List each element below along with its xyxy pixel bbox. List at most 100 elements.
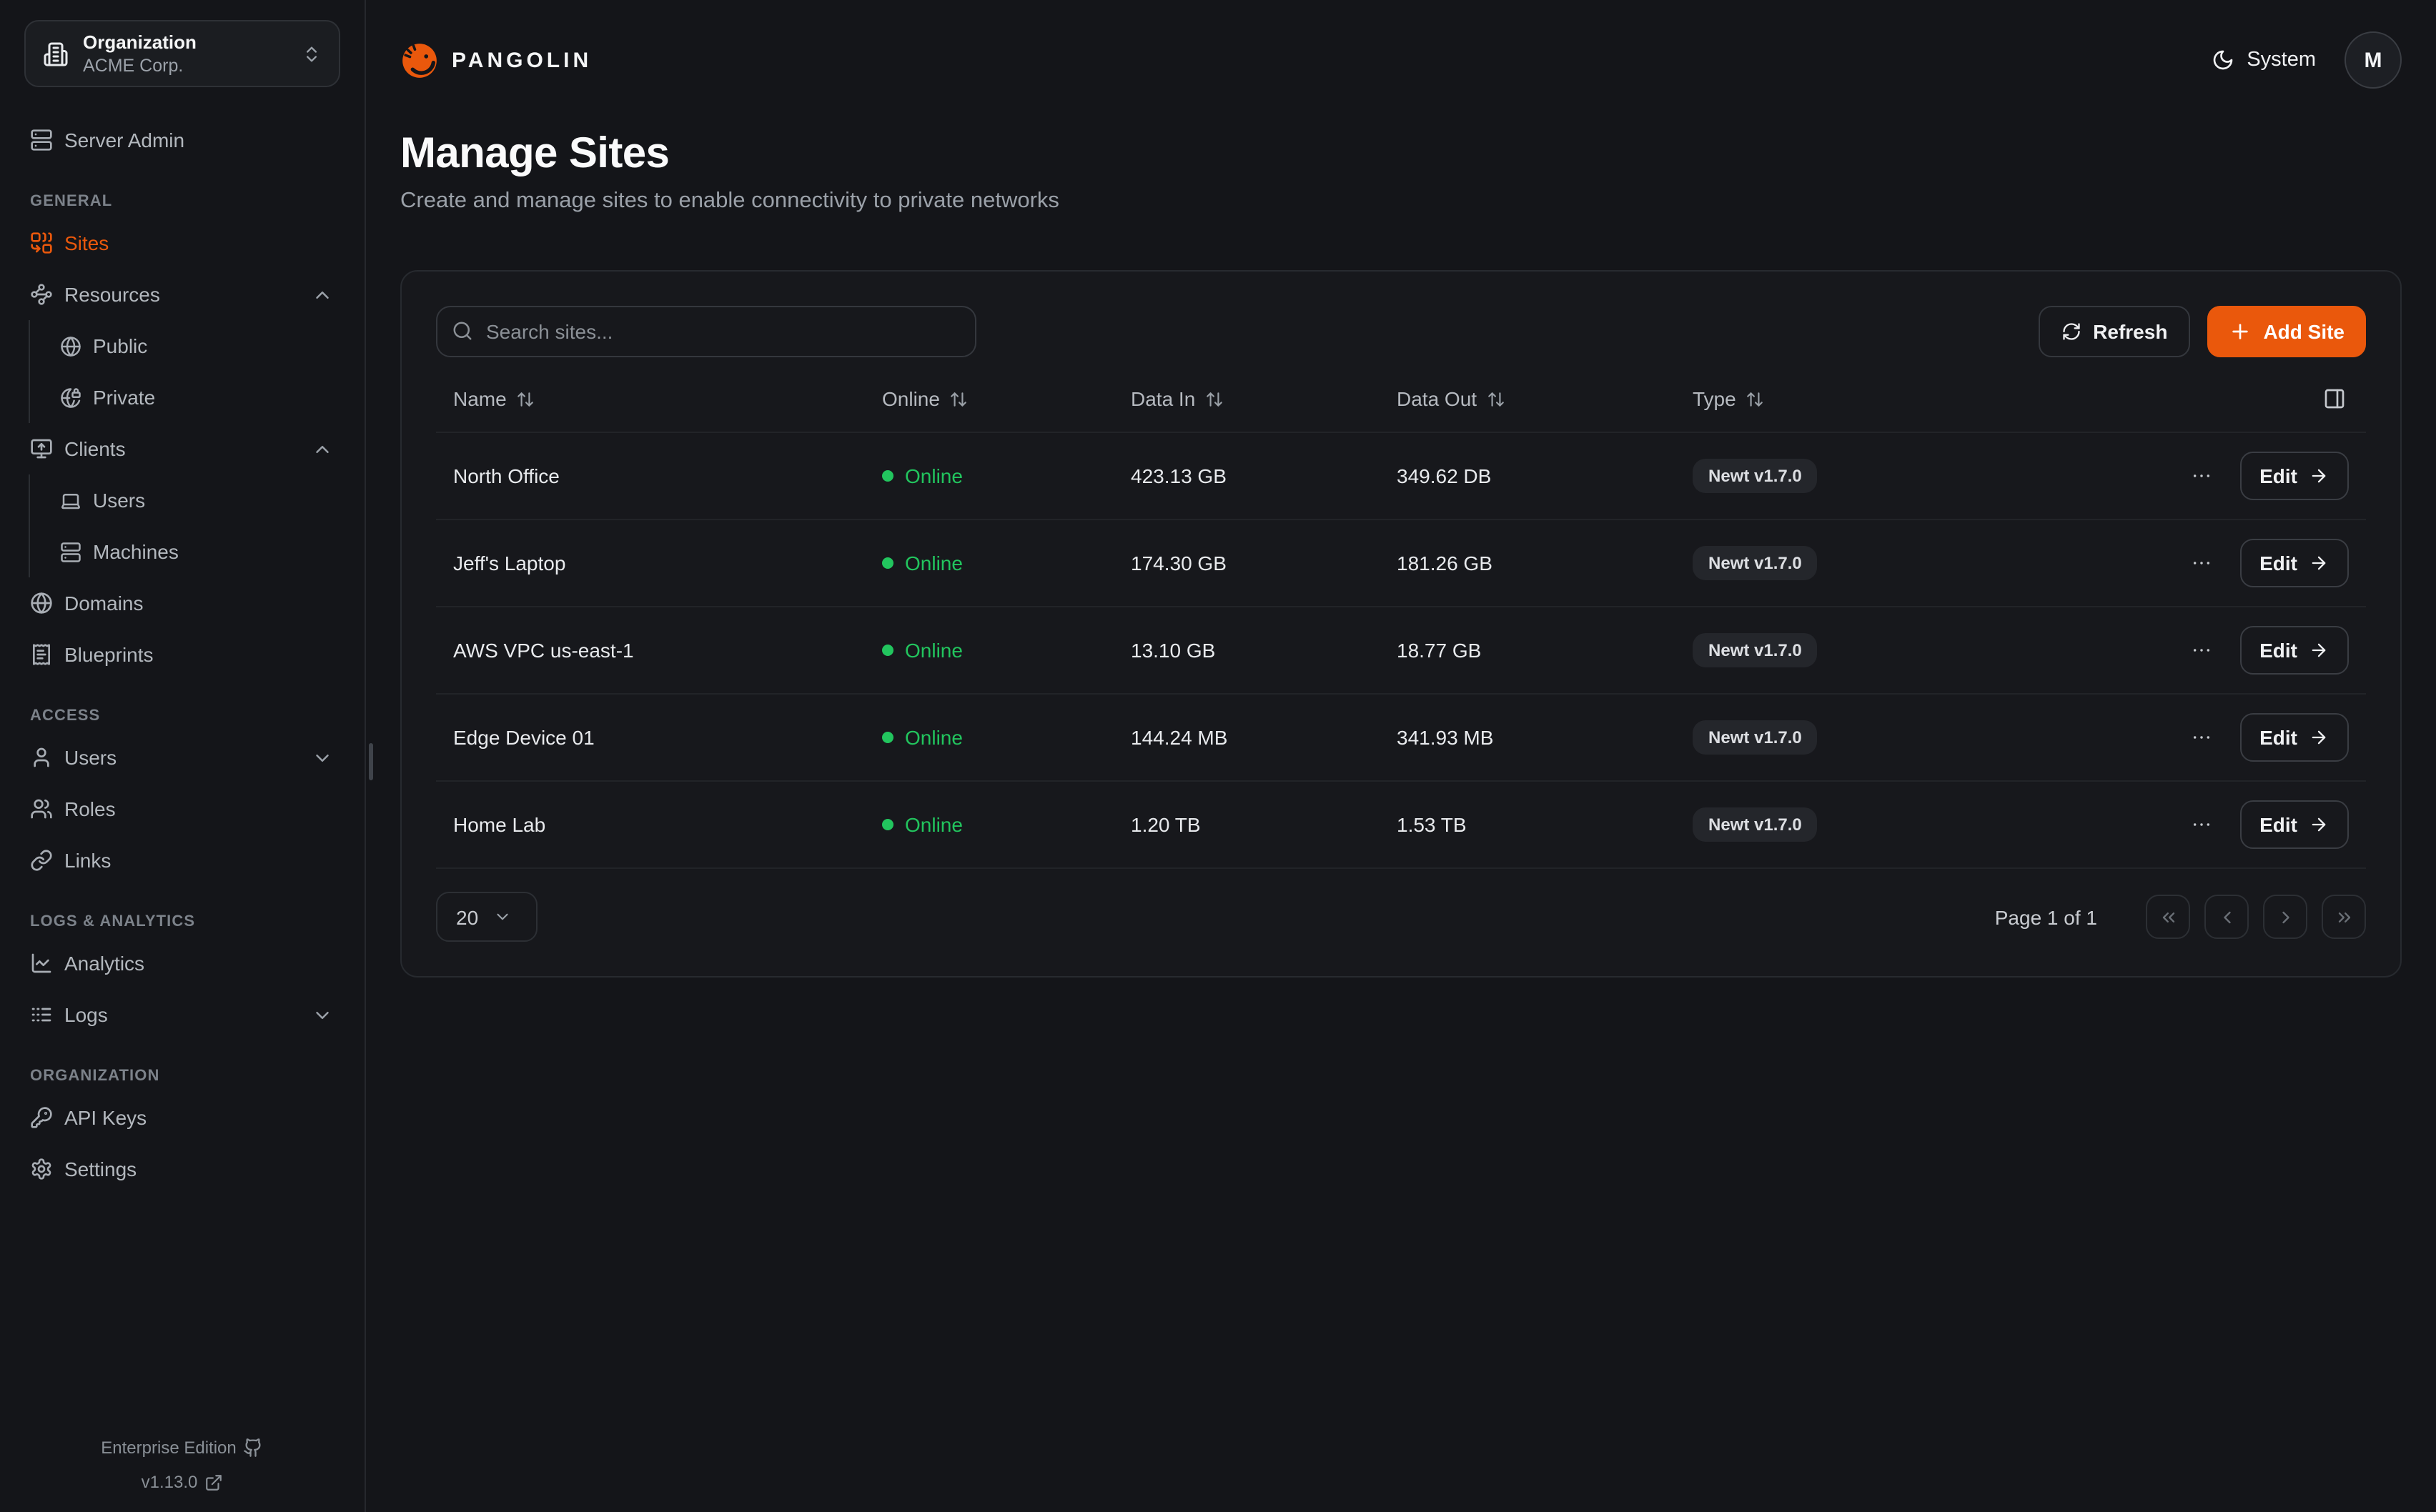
row-menu-button[interactable] (2187, 723, 2215, 752)
ellipsis-icon (2189, 813, 2212, 836)
table-row: Edge Device 01 Online 144.24 MB 341.93 MB Ne… (436, 695, 2366, 782)
ellipsis-icon (2189, 552, 2212, 575)
data-in-cell: 174.30 GB (1114, 552, 1380, 575)
edit-button[interactable]: Edit (2239, 626, 2349, 675)
column-header-type[interactable]: Type (1675, 387, 2037, 410)
sidebar: Organization ACME Corp. Server Admin GENE… (0, 0, 373, 1512)
column-visibility-button[interactable] (2320, 384, 2349, 413)
sidebar-item-domains[interactable]: Domains (24, 577, 340, 629)
sidebar-item-analytics[interactable]: Analytics (24, 937, 340, 989)
sidebar-item-links[interactable]: Links (24, 835, 340, 886)
online-dot-icon (882, 732, 893, 743)
sidebar-item-blueprints[interactable]: Blueprints (24, 629, 340, 680)
edit-button-label: Edit (2259, 813, 2297, 836)
chevrons-right-icon (2334, 907, 2354, 927)
sidebar-scrollbar-thumb[interactable] (369, 743, 373, 780)
edit-button[interactable]: Edit (2239, 800, 2349, 849)
edit-button-label: Edit (2259, 552, 2297, 575)
sidebar-item-server-admin[interactable]: Server Admin (24, 114, 340, 166)
pangolin-logo-icon (400, 41, 439, 79)
data-in-cell: 1.20 TB (1114, 813, 1380, 836)
org-switcher[interactable]: Organization ACME Corp. (24, 20, 340, 87)
sidebar-item-users[interactable]: Users (24, 732, 340, 783)
site-name: North Office (453, 464, 560, 487)
column-header-data-in[interactable]: Data In (1114, 387, 1380, 410)
site-name-cell: North Office (436, 464, 865, 487)
sidebar-item-sites[interactable]: Sites (24, 217, 340, 269)
site-type-cell: Newt v1.7.0 (1675, 546, 2037, 580)
sidebar-item-roles[interactable]: Roles (24, 783, 340, 835)
row-menu-button[interactable] (2187, 636, 2215, 665)
chevrons-up-down-icon (302, 44, 322, 64)
row-menu-button[interactable] (2187, 549, 2215, 577)
user-icon (30, 746, 53, 769)
sidebar-section-label: ACCESS (30, 707, 101, 725)
sidebar-item-users[interactable]: Users (30, 474, 340, 526)
search-input[interactable] (436, 306, 976, 357)
theme-toggle-button[interactable]: System (2211, 49, 2316, 71)
users-icon (30, 797, 53, 820)
last-page-button[interactable] (2322, 895, 2366, 939)
table-row: North Office Online 423.13 GB 349.62 DB Newt… (436, 433, 2366, 520)
ellipsis-icon (2189, 726, 2212, 749)
sidebar-section-label: LOGS & ANALYTICS (30, 913, 196, 930)
data-in-value: 1.20 TB (1131, 813, 1201, 836)
table-row: Home Lab Online 1.20 TB 1.53 TB Newt v1.7.0 E… (436, 782, 2366, 869)
avatar[interactable]: M (2345, 31, 2402, 89)
refresh-button[interactable]: Refresh (2039, 306, 2191, 357)
data-out-value: 181.26 GB (1397, 552, 1492, 575)
column-header-label: Data Out (1397, 387, 1477, 410)
version-link[interactable]: v1.13.0 (24, 1471, 340, 1493)
settings-icon (30, 1158, 53, 1180)
column-header-name[interactable]: Name (436, 387, 865, 410)
sidebar-item-clients[interactable]: Clients (24, 423, 340, 474)
site-status-cell: Online (865, 813, 1114, 836)
column-header-online[interactable]: Online (865, 387, 1114, 410)
arrow-right-icon (2309, 553, 2329, 573)
edit-button[interactable]: Edit (2239, 713, 2349, 762)
sidebar-item-logs[interactable]: Logs (24, 989, 340, 1040)
waypoints-icon (30, 283, 53, 306)
table-row: Jeff's Laptop Online 174.30 GB 181.26 GB New… (436, 520, 2366, 607)
chevrons-left-icon (2158, 907, 2178, 927)
refresh-button-label: Refresh (2093, 320, 2168, 343)
type-badge: Newt v1.7.0 (1693, 633, 1818, 667)
globe-lock-icon (60, 387, 81, 408)
sidebar-item-api-keys[interactable]: API Keys (24, 1092, 340, 1143)
ellipsis-icon (2189, 639, 2212, 662)
edit-button[interactable]: Edit (2239, 452, 2349, 500)
topbar: PANGOLIN System M (366, 0, 2436, 89)
first-page-button[interactable] (2146, 895, 2190, 939)
sidebar-item-label: Machines (93, 540, 179, 563)
type-badge: Newt v1.7.0 (1693, 459, 1818, 493)
edit-button[interactable]: Edit (2239, 539, 2349, 587)
site-status-cell: Online (865, 464, 1114, 487)
table-body: North Office Online 423.13 GB 349.62 DB Newt… (436, 433, 2366, 869)
page-size-value: 20 (456, 905, 479, 928)
sidebar-item-private[interactable]: Private (30, 372, 340, 423)
site-name-cell: Edge Device 01 (436, 726, 865, 749)
sort-icon (1487, 389, 1505, 408)
sidebar-item-label: Server Admin (64, 129, 185, 151)
data-in-cell: 423.13 GB (1114, 464, 1380, 487)
column-header-data-out[interactable]: Data Out (1380, 387, 1675, 410)
edition-link[interactable]: Enterprise Edition (24, 1436, 340, 1459)
sidebar-item-resources[interactable]: Resources (24, 269, 340, 320)
row-menu-button[interactable] (2187, 810, 2215, 839)
page-size-select[interactable]: 20 (436, 892, 538, 942)
refresh-icon (2061, 322, 2081, 342)
server-icon (60, 541, 81, 562)
edit-button-label: Edit (2259, 726, 2297, 749)
status-label: Online (905, 464, 963, 487)
sidebar-item-settings[interactable]: Settings (24, 1143, 340, 1195)
next-page-button[interactable] (2263, 895, 2307, 939)
add-site-button[interactable]: Add Site (2207, 306, 2366, 357)
sidebar-item-label: Resources (64, 283, 160, 306)
status-badge: Online (882, 464, 963, 487)
sidebar-item-machines[interactable]: Machines (30, 526, 340, 577)
arrow-right-icon (2309, 727, 2329, 747)
prev-page-button[interactable] (2204, 895, 2249, 939)
sidebar-item-public[interactable]: Public (30, 320, 340, 372)
globe-icon (30, 592, 53, 615)
row-menu-button[interactable] (2187, 462, 2215, 490)
